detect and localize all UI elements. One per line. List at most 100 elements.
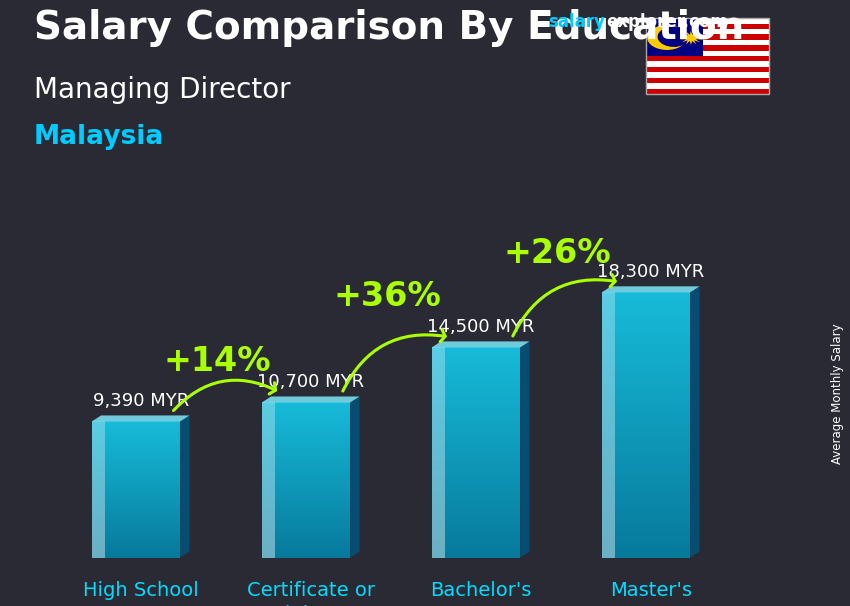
Bar: [262, 464, 350, 467]
Bar: [262, 537, 275, 539]
Bar: [602, 511, 690, 514]
Bar: [602, 451, 690, 454]
Bar: [92, 481, 105, 483]
Bar: [92, 528, 105, 530]
Bar: [602, 478, 690, 481]
Bar: [602, 302, 690, 305]
Bar: [602, 310, 615, 315]
Bar: [92, 430, 180, 431]
Bar: [602, 421, 615, 425]
Bar: [432, 368, 445, 372]
Bar: [602, 348, 690, 352]
Bar: [262, 529, 275, 531]
Bar: [432, 544, 445, 547]
Bar: [602, 528, 690, 531]
Bar: [432, 479, 520, 481]
Bar: [432, 421, 445, 424]
Bar: [646, 29, 769, 35]
Bar: [262, 530, 350, 532]
Bar: [602, 434, 615, 438]
Bar: [602, 554, 690, 558]
Bar: [262, 490, 275, 493]
Text: +14%: +14%: [163, 345, 271, 378]
Polygon shape: [350, 396, 360, 558]
Bar: [602, 398, 690, 402]
Bar: [262, 459, 350, 461]
Bar: [432, 484, 520, 487]
Bar: [602, 513, 615, 518]
Bar: [602, 478, 615, 482]
Bar: [432, 489, 520, 492]
Bar: [92, 522, 180, 524]
Bar: [432, 398, 520, 400]
Bar: [92, 498, 180, 500]
Bar: [602, 538, 690, 541]
Bar: [262, 555, 275, 558]
Bar: [602, 305, 690, 309]
Bar: [602, 375, 690, 379]
Bar: [262, 414, 350, 416]
Bar: [92, 484, 180, 486]
Bar: [92, 426, 105, 428]
Bar: [432, 418, 445, 421]
Bar: [602, 508, 690, 511]
Bar: [432, 410, 520, 413]
Bar: [262, 439, 275, 441]
Bar: [92, 496, 180, 498]
Bar: [262, 513, 350, 515]
Bar: [262, 482, 275, 485]
Bar: [646, 88, 769, 94]
Bar: [92, 491, 180, 493]
Bar: [432, 526, 445, 530]
Bar: [646, 51, 769, 56]
Bar: [92, 517, 180, 518]
Bar: [602, 405, 690, 408]
Bar: [262, 528, 350, 530]
Bar: [602, 429, 615, 434]
Bar: [262, 447, 350, 449]
Bar: [262, 534, 350, 536]
Bar: [92, 444, 180, 445]
Bar: [602, 514, 690, 518]
Bar: [432, 536, 445, 540]
Bar: [432, 508, 520, 510]
Bar: [262, 514, 275, 516]
Bar: [262, 433, 350, 436]
Bar: [262, 503, 275, 506]
Bar: [602, 487, 615, 491]
Bar: [92, 517, 105, 519]
Bar: [432, 481, 520, 484]
Bar: [602, 461, 615, 465]
Bar: [262, 418, 350, 420]
Bar: [432, 358, 445, 361]
Bar: [262, 410, 350, 412]
Bar: [602, 471, 690, 474]
Bar: [262, 457, 350, 459]
Bar: [602, 553, 615, 558]
Bar: [262, 426, 350, 428]
Bar: [646, 24, 769, 29]
Bar: [92, 499, 105, 501]
Bar: [92, 433, 180, 435]
Bar: [602, 461, 690, 465]
Bar: [92, 442, 105, 444]
Bar: [432, 434, 520, 437]
Bar: [92, 541, 180, 542]
Bar: [262, 525, 350, 527]
Bar: [602, 328, 615, 332]
Bar: [602, 315, 615, 319]
Bar: [432, 528, 520, 531]
Bar: [92, 469, 105, 471]
Bar: [432, 468, 520, 471]
Bar: [92, 421, 105, 424]
Bar: [92, 451, 105, 453]
Bar: [602, 309, 690, 312]
Bar: [92, 510, 105, 512]
Bar: [432, 465, 520, 468]
Bar: [602, 312, 690, 316]
Bar: [262, 506, 275, 508]
Bar: [432, 368, 520, 371]
Bar: [262, 552, 275, 555]
Bar: [262, 418, 275, 421]
Bar: [92, 508, 105, 510]
